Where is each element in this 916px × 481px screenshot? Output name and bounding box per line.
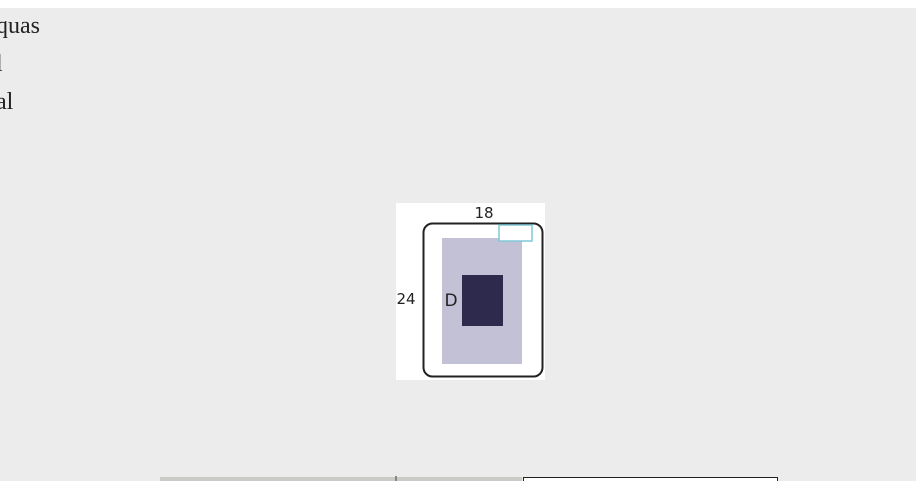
bottom-input-box[interactable] — [523, 477, 778, 481]
side-dimension-label: 24 — [396, 290, 415, 308]
text-line-1: quas — [0, 13, 40, 39]
top-dimension-label: 18 — [474, 204, 493, 222]
text-line-3: al — [0, 89, 14, 115]
dark-rectangle — [462, 275, 503, 326]
bottom-image-strip — [160, 477, 522, 481]
dimension-diagram-svg: 18 24 D — [396, 204, 544, 378]
dimension-diagram: 18 24 D — [396, 203, 545, 380]
corner-box — [498, 224, 533, 242]
inner-label: D — [444, 291, 457, 311]
text-line-2: l — [0, 50, 3, 78]
bottom-strip-divider — [395, 476, 397, 481]
